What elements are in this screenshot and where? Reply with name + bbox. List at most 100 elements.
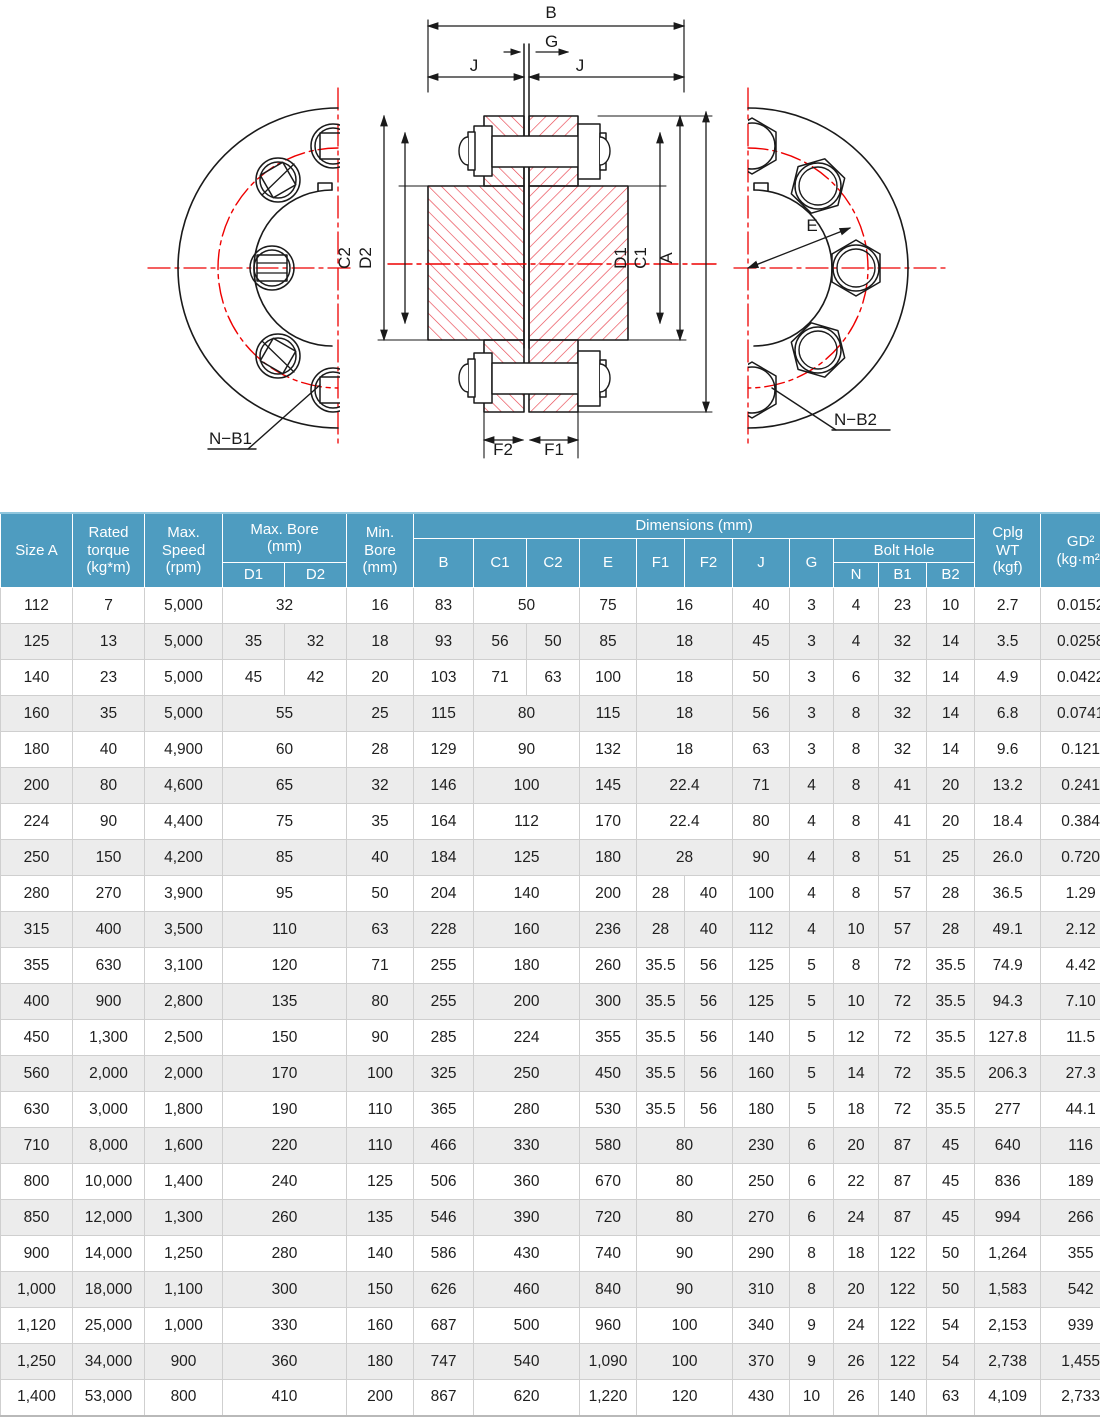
cell-cplg-wt: 3.5 bbox=[974, 623, 1042, 661]
cell-dim-c2: 50 bbox=[526, 623, 581, 661]
cell-max-bore-d2: 42 bbox=[284, 659, 348, 697]
coupling-technical-drawing: N−B1 B G J J bbox=[0, 0, 1100, 500]
cell-dim-g: 5 bbox=[789, 983, 835, 1021]
th-B1: B1 bbox=[878, 562, 928, 589]
table-row: 280 270 3,900 95 50 204 140 200 28 40 100 4 8 57 28 36.… bbox=[0, 875, 1100, 913]
cell-gd2: 27.3 bbox=[1040, 1055, 1100, 1093]
cell-max-speed: 1,300 bbox=[144, 1199, 223, 1237]
cell-dim-g: 4 bbox=[789, 767, 835, 805]
cell-min-bore: 50 bbox=[346, 875, 415, 913]
cell-bolt-b2: 50 bbox=[926, 1235, 976, 1273]
cell-cplg-wt: 94.3 bbox=[974, 983, 1042, 1021]
cell-dim-e: 840 bbox=[579, 1271, 638, 1309]
cell-dim-g: 6 bbox=[789, 1163, 835, 1201]
cell-dim-f2: 56 bbox=[684, 983, 734, 1021]
cell-dim-e: 170 bbox=[579, 803, 638, 841]
cell-dim-f: 100 bbox=[636, 1307, 734, 1345]
cell-dim-j: 160 bbox=[732, 1055, 791, 1093]
cell-size-a: 800 bbox=[0, 1163, 73, 1201]
cell-max-speed: 5,000 bbox=[144, 623, 223, 661]
left-bolt-leader bbox=[247, 384, 321, 450]
cell-dim-b: 626 bbox=[413, 1271, 475, 1309]
cell-dim-f2: 56 bbox=[684, 1091, 734, 1129]
cell-dim-b: 129 bbox=[413, 731, 475, 769]
cell-max-bore: 32 bbox=[222, 587, 348, 625]
cell-max-bore: 65 bbox=[222, 767, 348, 805]
cell-bolt-b2: 25 bbox=[926, 839, 976, 877]
cell-dim-j: 112 bbox=[732, 911, 791, 949]
cell-dim-c2: 63 bbox=[526, 659, 581, 697]
cell-dim-g: 10 bbox=[789, 1379, 835, 1417]
cell-gd2: 0.0258 bbox=[1040, 623, 1100, 661]
cell-dim-e: 236 bbox=[579, 911, 638, 949]
cell-bolt-b1: 32 bbox=[878, 623, 928, 661]
cell-bolt-b2: 35.5 bbox=[926, 1019, 976, 1057]
cell-dim-g: 4 bbox=[789, 839, 835, 877]
right-bolt-circle bbox=[747, 147, 869, 389]
cell-size-a: 180 bbox=[0, 731, 73, 769]
cell-dim-f: 80 bbox=[636, 1199, 734, 1237]
cell-cplg-wt: 1,583 bbox=[974, 1271, 1042, 1309]
cell-cplg-wt: 127.8 bbox=[974, 1019, 1042, 1057]
cell-rated-torque: 14,000 bbox=[72, 1235, 145, 1273]
left-bolt-hole-1 bbox=[249, 245, 295, 291]
left-keyway bbox=[317, 182, 333, 192]
th-B: B bbox=[413, 537, 475, 589]
cell-max-speed: 2,000 bbox=[144, 1055, 223, 1093]
th-C1: C1 bbox=[473, 537, 528, 589]
cell-dim-b: 365 bbox=[413, 1091, 475, 1129]
cell-dim-f: 120 bbox=[636, 1379, 734, 1417]
cell-dim-c1: 56 bbox=[473, 623, 528, 661]
left-flange-view: N−B1 bbox=[147, 87, 353, 450]
cell-dim-j: 50 bbox=[732, 659, 791, 697]
cell-gd2: 355 bbox=[1040, 1235, 1100, 1273]
cell-max-bore: 75 bbox=[222, 803, 348, 841]
cell-dim-c: 140 bbox=[473, 875, 581, 913]
cell-bolt-b2: 63 bbox=[926, 1379, 976, 1417]
cell-min-bore: 180 bbox=[346, 1343, 415, 1381]
cell-bolt-b2: 54 bbox=[926, 1307, 976, 1345]
cell-min-bore: 18 bbox=[346, 623, 415, 661]
cell-gd2: 0.241 bbox=[1040, 767, 1100, 805]
cell-dim-g: 9 bbox=[789, 1343, 835, 1381]
cell-bolt-b2: 20 bbox=[926, 767, 976, 805]
cell-dim-f1: 28 bbox=[636, 875, 686, 913]
cell-max-bore-d1: 35 bbox=[222, 623, 285, 661]
cell-max-bore: 280 bbox=[222, 1235, 348, 1273]
cell-dim-e: 720 bbox=[579, 1199, 638, 1237]
cell-cplg-wt: 277 bbox=[974, 1091, 1042, 1129]
cell-dim-c: 90 bbox=[473, 731, 581, 769]
cell-bolt-b2: 35.5 bbox=[926, 1055, 976, 1093]
th-B2: B2 bbox=[926, 562, 976, 589]
cell-bolt-n: 8 bbox=[833, 875, 880, 913]
cell-max-speed: 5,000 bbox=[144, 587, 223, 625]
cell-max-bore: 150 bbox=[222, 1019, 348, 1057]
left-bolt-circle bbox=[217, 147, 339, 389]
cell-min-bore: 35 bbox=[346, 803, 415, 841]
cell-max-bore-d1: 45 bbox=[222, 659, 285, 697]
left-hub-body bbox=[427, 185, 525, 341]
cell-bolt-b1: 122 bbox=[878, 1271, 928, 1309]
cell-bolt-b2: 28 bbox=[926, 911, 976, 949]
cell-gd2: 189 bbox=[1040, 1163, 1100, 1201]
label-G: G bbox=[545, 32, 558, 51]
cell-bolt-b1: 72 bbox=[878, 1091, 928, 1129]
cell-bolt-b2: 50 bbox=[926, 1271, 976, 1309]
table-body: 112 7 5,000 32 16 83 50 75 16 40 3 4 23 10 2.7 0.0152 12… bbox=[0, 587, 1100, 1417]
cell-dim-j: 80 bbox=[732, 803, 791, 841]
cell-cplg-wt: 640 bbox=[974, 1127, 1042, 1165]
cell-size-a: 900 bbox=[0, 1235, 73, 1273]
cell-dim-e: 100 bbox=[579, 659, 638, 697]
cell-dim-g: 3 bbox=[789, 623, 835, 661]
cell-dim-e: 960 bbox=[579, 1307, 638, 1345]
cell-size-a: 1,400 bbox=[0, 1379, 73, 1417]
label-n-b1: N−B1 bbox=[209, 429, 252, 448]
label-J-left: J bbox=[470, 56, 479, 75]
cell-dim-b: 164 bbox=[413, 803, 475, 841]
th-cplg-wt: Cplg WT (kgf) bbox=[974, 512, 1042, 589]
cell-cplg-wt: 4,109 bbox=[974, 1379, 1042, 1417]
cell-min-bore: 160 bbox=[346, 1307, 415, 1345]
label-C1: C1 bbox=[631, 247, 650, 269]
th-size-a: Size A bbox=[0, 512, 73, 589]
